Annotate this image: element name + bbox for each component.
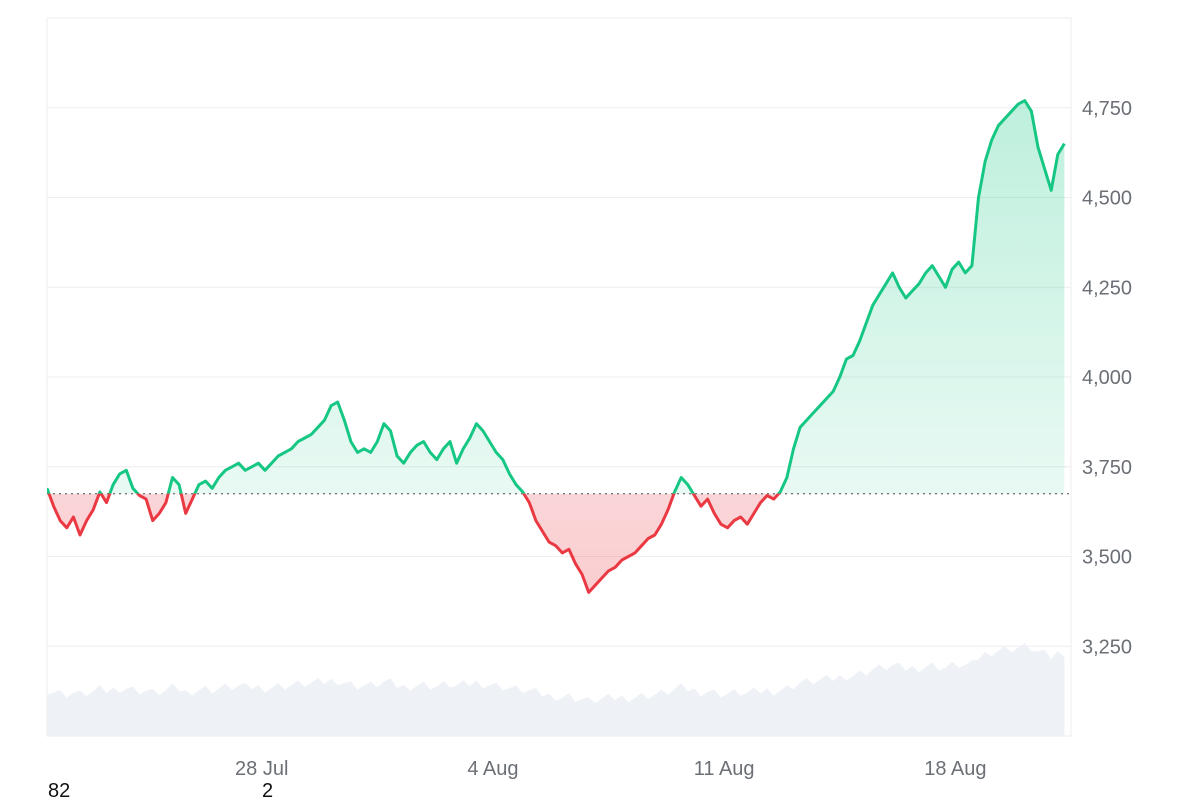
bottom-left-label: 82 xyxy=(48,780,71,802)
volume-area xyxy=(47,643,1065,736)
y-tick-label: 3,500 xyxy=(1082,547,1132,569)
y-tick-label: 3,750 xyxy=(1082,457,1132,479)
x-tick-label: 28 Jul xyxy=(235,758,288,780)
x-axis-ticks: 28 Jul 4 Aug 11 Aug 18 Aug xyxy=(235,758,987,780)
y-tick-label: 4,250 xyxy=(1082,277,1132,299)
x-tick-label: 4 Aug xyxy=(467,758,518,780)
series-line-up xyxy=(47,99,1066,494)
y-tick-label: 3,250 xyxy=(1082,636,1132,658)
series-line-down xyxy=(47,493,781,594)
y-tick-label: 4,500 xyxy=(1082,188,1132,210)
y-axis-ticks: 3,250 3,500 3,750 4,000 4,250 4,500 4,750 xyxy=(1082,98,1132,659)
volume-band xyxy=(47,643,1065,736)
y-tick-label: 4,000 xyxy=(1082,367,1132,389)
price-area xyxy=(47,100,1071,593)
bottom-mid-label: 2 xyxy=(262,780,274,802)
area-above-baseline xyxy=(47,100,1065,494)
x-tick-label: 11 Aug xyxy=(694,758,755,780)
price-line xyxy=(47,99,1066,594)
x-tick-label: 18 Aug xyxy=(924,758,986,780)
y-tick-label: 4,750 xyxy=(1082,98,1132,120)
area-below-baseline xyxy=(47,493,1065,593)
